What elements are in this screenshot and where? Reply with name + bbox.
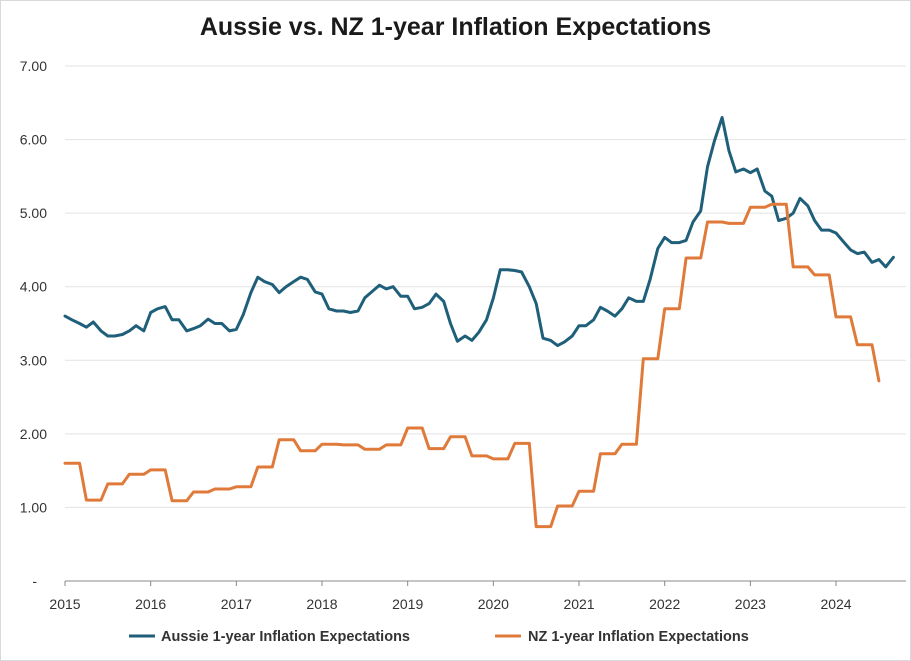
- y-tick-label: 6.00: [20, 132, 47, 148]
- y-tick-label: 7.00: [20, 58, 47, 74]
- y-tick-label: 3.00: [20, 352, 47, 368]
- y-tick-label: 4.00: [20, 279, 47, 295]
- x-tick-label: 2018: [306, 596, 337, 612]
- y-tick-label: 1.00: [20, 499, 47, 515]
- x-tick-label: 2021: [563, 596, 594, 612]
- chart-title: Aussie vs. NZ 1-year Inflation Expectati…: [199, 13, 712, 41]
- x-tick-label: 2024: [820, 596, 851, 612]
- x-tick-label: 2020: [478, 596, 509, 612]
- gridlines: [65, 65, 906, 508]
- legend-label: NZ 1-year Inflation Expectations: [528, 629, 749, 645]
- legend-label: Aussie 1-year Inflation Expectations: [161, 629, 410, 645]
- x-tick-label: 2017: [221, 596, 252, 612]
- y-tick-label: 2.00: [20, 426, 47, 442]
- series-line-nz: [63, 202, 881, 529]
- y-tick-label: -: [32, 573, 37, 589]
- x-tick-label: 2019: [392, 596, 423, 612]
- x-tick-label: 2022: [649, 596, 680, 612]
- legend: Aussie 1-year Inflation Expectations NZ 1…: [129, 629, 749, 645]
- axes: - 1.00 2.00 3.00 4.00 5.00 6.00 7.00 2015 2016 201…: [20, 58, 906, 612]
- x-tick-label: 2016: [135, 596, 166, 612]
- y-tick-label: 5.00: [20, 205, 47, 221]
- series-line-aussie: [63, 116, 895, 348]
- x-tick-label: 2015: [49, 596, 80, 612]
- series-lines: [63, 116, 895, 529]
- x-tick-label: 2023: [735, 596, 766, 612]
